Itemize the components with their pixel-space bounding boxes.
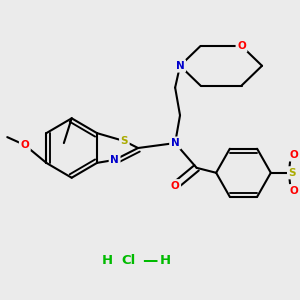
Text: N: N bbox=[110, 155, 119, 165]
Text: N: N bbox=[176, 61, 184, 71]
Text: S: S bbox=[289, 168, 296, 178]
Text: S: S bbox=[121, 136, 128, 146]
Text: O: O bbox=[237, 41, 246, 51]
Text: Cl: Cl bbox=[121, 254, 135, 268]
Text: O: O bbox=[20, 140, 29, 150]
Text: —: — bbox=[142, 254, 158, 268]
Text: O: O bbox=[171, 181, 179, 191]
Text: O: O bbox=[290, 186, 298, 196]
Text: N: N bbox=[176, 61, 184, 71]
Text: H: H bbox=[160, 254, 171, 268]
Text: H: H bbox=[101, 254, 112, 268]
Text: O: O bbox=[290, 150, 298, 160]
Text: N: N bbox=[171, 138, 179, 148]
